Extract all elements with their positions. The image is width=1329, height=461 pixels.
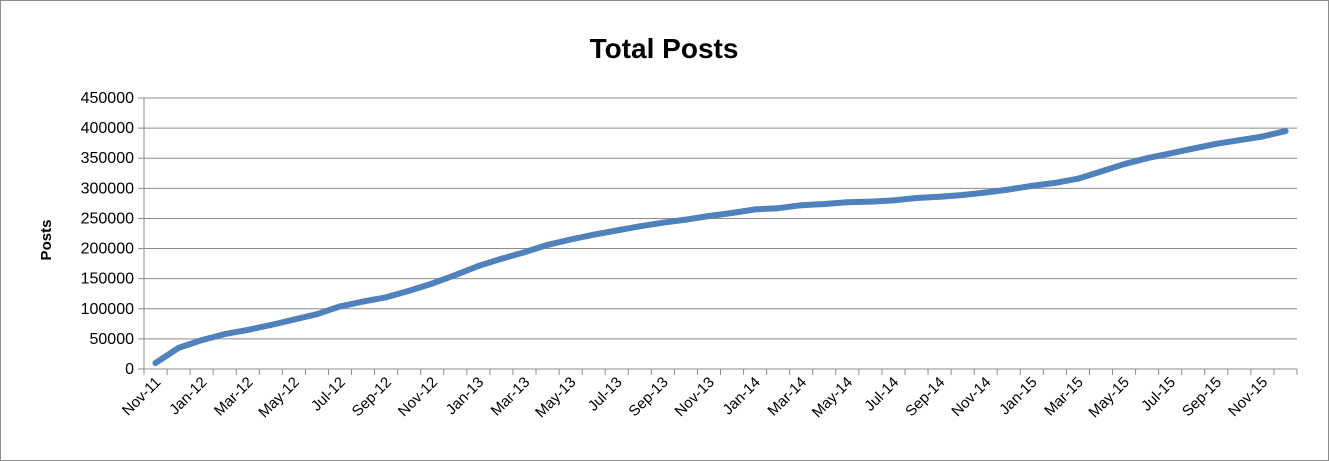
x-tick-label: Mar-15: [1041, 374, 1087, 420]
x-tick-label: Sep-14: [902, 374, 948, 420]
series-layer: [152, 128, 1289, 366]
data-point: [659, 219, 666, 226]
data-point: [498, 255, 505, 262]
data-point: [1259, 133, 1266, 140]
x-tick-label: May-15: [1085, 374, 1132, 421]
data-point: [1144, 155, 1151, 162]
data-point: [613, 227, 620, 234]
data-point: [290, 316, 297, 323]
data-point: [821, 201, 828, 207]
data-point: [752, 206, 759, 213]
data-point: [1190, 145, 1197, 152]
x-tick-label: Jan-15: [996, 374, 1040, 418]
data-point: [221, 331, 228, 338]
data-point: [590, 231, 597, 238]
data-point: [890, 197, 897, 204]
y-tick-label: 100000: [81, 301, 134, 318]
data-point: [1028, 182, 1035, 189]
x-tick-label: Mar-13: [488, 374, 534, 420]
data-point: [244, 326, 251, 333]
x-tick-label: Mar-14: [764, 374, 810, 420]
x-tick-label: Nov-11: [119, 374, 164, 419]
y-tick-label: 350000: [81, 150, 134, 167]
series-line: [152, 128, 1289, 366]
y-tick-label: 0: [125, 361, 134, 378]
data-point: [1213, 140, 1220, 147]
data-point: [452, 272, 459, 279]
data-point: [636, 223, 643, 230]
data-point: [1121, 161, 1127, 168]
data-point: [706, 213, 712, 219]
x-tick-label: Jan-14: [719, 374, 763, 418]
data-point: [913, 195, 920, 201]
data-point: [313, 311, 320, 318]
data-point: [1282, 128, 1289, 135]
x-tick-label: Jan-12: [166, 374, 210, 418]
data-point: [475, 263, 482, 269]
x-tick-label: Jul-15: [1138, 374, 1179, 415]
data-point: [729, 210, 735, 216]
x-tick-label: Mar-12: [211, 374, 257, 420]
y-tick-label: 50000: [90, 331, 135, 348]
x-tick-label: May-13: [532, 374, 579, 421]
x-tick-label: Jul-12: [308, 374, 349, 415]
y-tick-label: 150000: [81, 271, 134, 288]
data-point: [152, 360, 159, 366]
x-tick-label: Sep-15: [1179, 374, 1225, 420]
x-tick-label: Jan-13: [443, 374, 487, 418]
data-point: [682, 216, 689, 223]
data-point: [867, 198, 874, 205]
data-point: [544, 241, 551, 248]
x-tick-label: Jul-14: [861, 374, 902, 415]
x-tick-label: Nov-15: [1225, 374, 1271, 420]
data-point: [360, 298, 367, 305]
data-point: [844, 199, 851, 206]
gridlines: [138, 97, 1297, 370]
data-point: [1051, 179, 1058, 186]
data-point: [798, 202, 805, 209]
y-tick-label: 450000: [81, 90, 134, 107]
data-point: [1005, 186, 1012, 193]
y-tick-labels: 0 50000 100000 150000 200000 250000 300000 3500…: [81, 90, 134, 378]
y-tick-label: 400000: [81, 120, 134, 137]
x-tick-label: Sep-12: [349, 374, 395, 420]
data-point: [982, 189, 989, 196]
data-point: [198, 337, 205, 344]
x-tick-label: Nov-12: [395, 374, 441, 420]
data-point: [936, 193, 943, 200]
x-tick-label: Nov-13: [672, 374, 718, 420]
x-tick-label: Jul-13: [585, 374, 626, 415]
data-point: [775, 205, 782, 212]
data-point: [521, 249, 528, 256]
y-tick-label: 250000: [81, 210, 134, 227]
data-point: [383, 294, 390, 301]
data-point: [267, 322, 274, 328]
data-point: [1236, 137, 1243, 144]
x-tick-label: Sep-13: [625, 374, 671, 420]
data-point: [429, 280, 436, 287]
data-point: [1167, 150, 1174, 157]
x-tick-label: Nov-14: [948, 374, 994, 420]
chart-title: Total Posts: [590, 33, 739, 64]
data-point: [337, 303, 343, 310]
data-point: [406, 287, 413, 294]
data-point: [567, 236, 574, 243]
axes: [143, 98, 1298, 375]
y-tick-label: 300000: [81, 180, 134, 197]
x-tick-label: May-12: [255, 374, 302, 421]
data-point: [1098, 168, 1104, 175]
y-axis-label: Posts: [38, 220, 55, 261]
data-point: [175, 344, 182, 351]
y-tick-label: 200000: [81, 241, 134, 258]
data-point: [1074, 175, 1081, 182]
x-tick-label: May-14: [809, 374, 856, 421]
data-point: [959, 192, 966, 198]
